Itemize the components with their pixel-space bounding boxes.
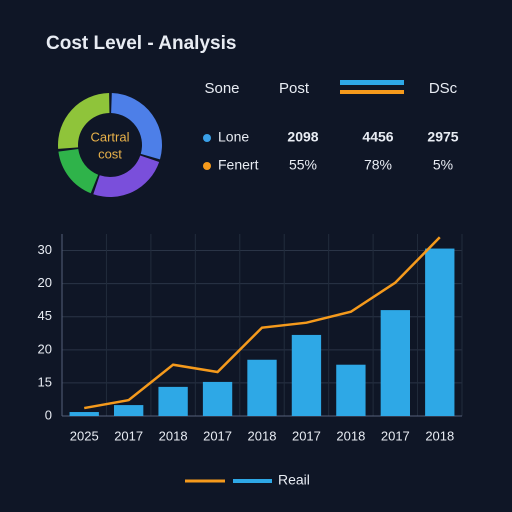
y-tick-label: 20 — [38, 341, 52, 356]
x-tick-label: 2025 — [70, 428, 99, 443]
legend-swatch — [340, 80, 404, 85]
x-tick-label: 2018 — [159, 428, 188, 443]
donut-label: cost — [98, 146, 122, 161]
donut-segment — [93, 155, 160, 197]
x-tick-label: 2017 — [381, 428, 410, 443]
x-tick-label: 2018 — [425, 428, 454, 443]
donut-segment — [58, 93, 110, 149]
y-tick-label: 20 — [38, 275, 52, 290]
column-header: DSc — [429, 80, 458, 97]
bar — [69, 412, 99, 416]
row-dot — [203, 162, 211, 170]
donut-segment — [111, 93, 162, 160]
cell: 5% — [433, 157, 453, 173]
cell: 4456 — [362, 129, 393, 145]
cell: 2975 — [427, 129, 458, 145]
legend-swatch — [340, 90, 404, 94]
column-header: Post — [279, 80, 310, 97]
x-tick-label: 2017 — [203, 428, 232, 443]
title: Cost Level - Analysis — [46, 33, 236, 54]
x-tick-label: 2017 — [114, 428, 143, 443]
y-tick-label: 0 — [45, 407, 52, 422]
bar — [114, 405, 144, 416]
cell: 55% — [289, 157, 317, 173]
legend-label: Reail — [278, 472, 310, 488]
bar — [202, 381, 233, 416]
y-tick-label: 15 — [38, 374, 52, 389]
bar — [380, 310, 410, 416]
column-header: Sone — [204, 80, 239, 97]
donut-label: Cartral — [90, 129, 129, 144]
line — [84, 236, 441, 410]
bar — [247, 359, 277, 416]
x-tick-label: 2018 — [336, 428, 365, 443]
bar — [158, 386, 188, 416]
bar — [336, 364, 366, 416]
cell: 2098 — [287, 129, 318, 145]
donut-segment — [58, 149, 99, 194]
row-dot — [203, 134, 211, 142]
y-tick-label: 45 — [38, 308, 52, 323]
cell: 78% — [364, 157, 392, 173]
bar — [425, 248, 455, 416]
bar — [291, 334, 322, 416]
row-label: Fenert — [218, 157, 259, 173]
x-tick-label: 2017 — [292, 428, 321, 443]
y-tick-label: 30 — [38, 242, 52, 257]
x-tick-label: 2018 — [248, 428, 277, 443]
row-label: Lone — [218, 129, 249, 145]
